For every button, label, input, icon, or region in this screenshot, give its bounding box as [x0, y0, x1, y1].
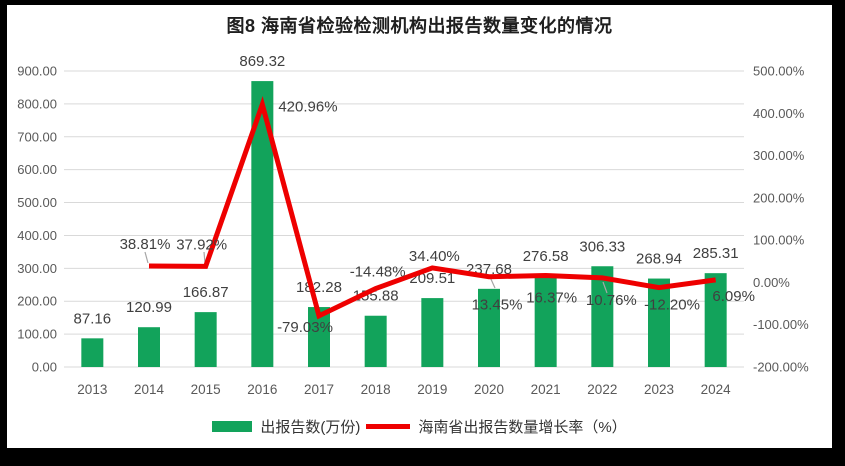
line-label: 38.81%	[120, 236, 171, 253]
x-axis-label: 2014	[134, 382, 165, 397]
right-axis-tick: -100.00%	[753, 317, 809, 332]
line-label: 6.09%	[712, 288, 755, 305]
line-label: 420.96%	[278, 98, 337, 115]
line-label: 34.40%	[409, 248, 460, 265]
legend-item-line: 海南省出报告数量增长率（%）	[366, 416, 627, 437]
right-axis-tick: -200.00%	[753, 360, 809, 375]
bar-series-swatch	[212, 420, 253, 432]
bar-series-label: 出报告数(万份)	[260, 418, 361, 436]
left-axis-tick: 200.00	[17, 294, 57, 309]
bar-2016	[251, 81, 274, 368]
left-axis-tick: 800.00	[17, 96, 57, 111]
bar-2015	[194, 312, 217, 367]
bar-2022	[591, 266, 614, 367]
left-axis-tick: 700.00	[17, 129, 57, 144]
label-leader-line	[144, 251, 149, 264]
left-axis-tick: 300.00	[17, 261, 57, 276]
label-leader-line	[602, 281, 608, 294]
bar-label: 268.94	[636, 251, 682, 268]
bar-2024	[704, 273, 727, 367]
left-axis-tick: 100.00	[17, 327, 57, 342]
bar-label: 869.32	[239, 53, 285, 70]
x-axis-label: 2023	[644, 382, 674, 397]
line-label: -79.03%	[277, 319, 333, 336]
bar-label: 306.33	[579, 238, 625, 255]
x-axis-label: 2021	[531, 382, 561, 397]
bar-2021	[534, 276, 557, 367]
line-label: 37.92%	[176, 236, 227, 253]
line-label: -14.48%	[350, 264, 406, 281]
bar-label: 87.16	[74, 310, 112, 327]
left-axis-tick: 0.00	[32, 360, 57, 375]
bar-2020	[478, 288, 500, 367]
bar-2019	[421, 298, 444, 367]
x-axis-label: 2018	[361, 382, 391, 397]
x-axis-label: 2015	[191, 382, 221, 397]
bar-2017	[308, 307, 330, 367]
left-axis-tick: 900.00	[17, 64, 57, 79]
bar-label: 285.31	[693, 245, 739, 262]
bar-2014	[138, 327, 160, 367]
x-axis-label: 2022	[587, 382, 617, 397]
plot-area: 0.00 100.00 200.00 300.00 400.00 500.00 600.00…	[17, 53, 809, 397]
bar-label: 182.28	[296, 279, 342, 296]
legend-item-bars: 出报告数(万份)	[212, 416, 360, 437]
line-label: -12.20%	[644, 297, 700, 314]
x-axis-label: 2017	[304, 382, 334, 397]
chart-image: 图8 海南省检验检测机构出报告数量变化的情况 0.00 100.00 200.00 3…	[7, 5, 832, 448]
right-axis-tick: 0.00%	[753, 275, 790, 290]
line-label: 16.37%	[526, 290, 577, 307]
right-axis-tick: 500.00%	[753, 64, 805, 79]
x-axis-label: 2019	[417, 382, 447, 397]
bar-2013	[81, 338, 104, 367]
x-axis-label: 2020	[474, 382, 504, 397]
growth-rate-line	[148, 95, 717, 320]
line-series-label: 海南省出报告数量增长率（%）	[418, 418, 627, 436]
legend: 出报告数(万份) 海南省出报告数量增长率（%）	[7, 414, 832, 438]
line-label: 13.45%	[472, 297, 523, 314]
line-series-swatch	[366, 423, 411, 429]
right-axis-tick: 400.00%	[753, 106, 805, 121]
right-axis-tick: 300.00%	[753, 148, 805, 163]
left-axis-tick: 500.00	[17, 195, 57, 210]
bar-label: 166.87	[183, 284, 229, 301]
line-label: 10.76%	[586, 292, 637, 309]
bar-label: 120.99	[126, 299, 172, 316]
label-leader-line	[203, 251, 206, 264]
bar-2023	[648, 278, 670, 367]
x-axis-label: 2013	[77, 382, 107, 397]
right-axis-tick: 200.00%	[753, 190, 805, 205]
left-axis-tick: 400.00	[17, 228, 57, 243]
x-axis-label: 2016	[247, 382, 277, 397]
bar-label: 276.58	[523, 248, 569, 265]
left-axis-tick: 600.00	[17, 162, 57, 177]
x-axis-label: 2024	[701, 382, 732, 397]
chart-title: 图8 海南省检验检测机构出报告数量变化的情况	[226, 16, 613, 36]
bar-2018	[364, 315, 387, 367]
right-axis-tick: 100.00%	[753, 233, 805, 248]
